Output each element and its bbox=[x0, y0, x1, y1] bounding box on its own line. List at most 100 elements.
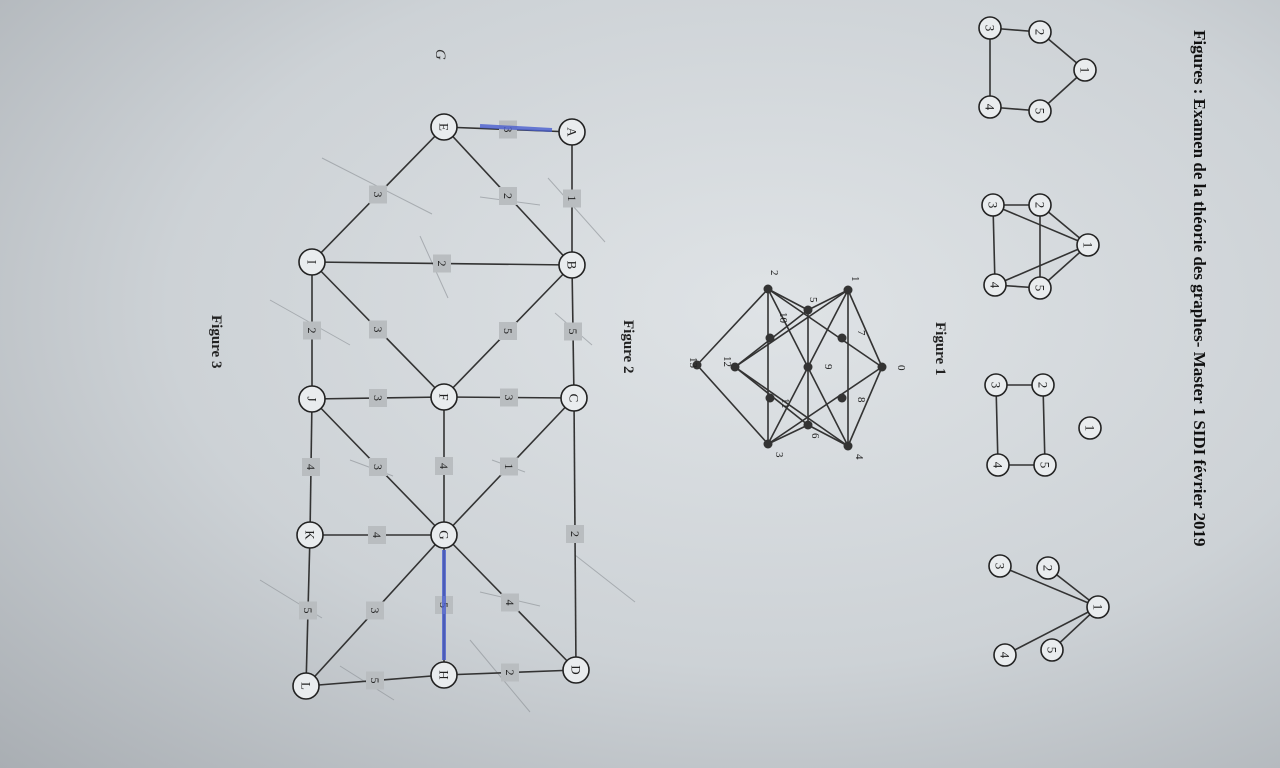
fig2-node-6 bbox=[803, 420, 813, 430]
svg-text:5: 5 bbox=[368, 678, 382, 684]
svg-text:5: 5 bbox=[1033, 285, 1048, 292]
svg-text:2: 2 bbox=[503, 670, 517, 676]
fig1c-node-5: 5 bbox=[1033, 453, 1057, 477]
fig3-weight-C-F: 3 bbox=[500, 388, 518, 407]
fig3-node-K: K bbox=[296, 521, 324, 549]
fig3-node-C: C bbox=[560, 384, 588, 412]
svg-text:3: 3 bbox=[371, 192, 385, 198]
svg-text:2: 2 bbox=[568, 531, 582, 537]
fig2-node-2 bbox=[763, 284, 773, 294]
fig3-weight-E-I: 3 bbox=[369, 185, 387, 204]
fig3-node-F: F bbox=[430, 383, 458, 411]
figure1-graph-a: 1 2 3 4 5 bbox=[978, 16, 1097, 123]
svg-text:1: 1 bbox=[1078, 67, 1093, 74]
fig1d-node-2: 2 bbox=[1036, 556, 1060, 580]
svg-text:J: J bbox=[305, 396, 320, 401]
fig3-node-G: G bbox=[430, 521, 458, 549]
svg-text:1: 1 bbox=[565, 196, 579, 202]
svg-text:E: E bbox=[437, 123, 452, 131]
fig2-node-5 bbox=[803, 305, 813, 315]
fig3-weight-B-E: 2 bbox=[499, 187, 517, 205]
svg-text:3: 3 bbox=[371, 327, 385, 333]
svg-text:5: 5 bbox=[301, 608, 315, 614]
fig2-node-4 bbox=[843, 441, 853, 451]
figure1: 1 2 3 4 5 1 2 3 4 5 1 bbox=[932, 16, 1110, 667]
fig3-node-B: B bbox=[558, 251, 586, 279]
fig1b-node-4: 4 bbox=[983, 273, 1007, 297]
figure1-graph-c: 1 2 3 4 5 bbox=[984, 373, 1102, 477]
fig2-label-11: 11 bbox=[779, 398, 791, 409]
fig2-node-9 bbox=[803, 362, 813, 372]
page-title: Figures : Examen de la théorie des graph… bbox=[1190, 30, 1209, 547]
figure2-caption: Figure 2 bbox=[620, 320, 636, 373]
svg-text:2: 2 bbox=[1036, 382, 1051, 389]
svg-text:2: 2 bbox=[1041, 565, 1056, 572]
fig3-weight-B-F: 5 bbox=[499, 322, 517, 340]
svg-text:F: F bbox=[437, 393, 452, 400]
svg-text:A: A bbox=[565, 127, 580, 137]
svg-text:4: 4 bbox=[437, 463, 451, 469]
fig3-weight-D-H: 2 bbox=[501, 663, 519, 682]
fig3-weight-K-G: 4 bbox=[368, 526, 386, 544]
fig2-node-1 bbox=[843, 285, 853, 295]
fig3-node-A: A bbox=[558, 118, 586, 146]
fig2-label-5: 5 bbox=[807, 297, 819, 303]
fig2-node-0 bbox=[877, 362, 887, 372]
fig1a-node-5: 5 bbox=[1028, 99, 1052, 123]
fig2-label-8: 8 bbox=[855, 397, 867, 403]
fig1d-node-4: 4 bbox=[993, 643, 1017, 667]
svg-text:3: 3 bbox=[368, 608, 382, 614]
figure3-nodes: A B C D E F G H I J K L bbox=[292, 113, 590, 700]
svg-text:2: 2 bbox=[305, 328, 319, 334]
fig2-label-0: 0 bbox=[895, 365, 907, 371]
svg-text:2: 2 bbox=[435, 261, 449, 267]
fig3-weight-B-I: 2 bbox=[433, 254, 451, 273]
fig3-weight-F-J: 3 bbox=[369, 389, 387, 407]
fig3-weight-C-G: 1 bbox=[500, 457, 518, 476]
svg-text:2: 2 bbox=[501, 193, 515, 199]
figure1-graph-b: 1 2 3 4 5 bbox=[981, 193, 1100, 300]
figure3-caption: Figure 3 bbox=[208, 315, 224, 368]
svg-text:L: L bbox=[299, 682, 314, 690]
fig3-weight-B-C: 5 bbox=[564, 322, 582, 341]
svg-text:5: 5 bbox=[1045, 647, 1060, 654]
fig2-label-3: 3 bbox=[773, 452, 785, 458]
fig3-node-E: E bbox=[430, 113, 458, 141]
fig2-node-8 bbox=[837, 393, 847, 403]
svg-text:5: 5 bbox=[501, 328, 515, 334]
fig2-label-4: 4 bbox=[853, 454, 865, 460]
fig2-node-11 bbox=[765, 393, 775, 403]
fig2-label-6: 6 bbox=[809, 433, 821, 439]
fig2-node-12 bbox=[730, 362, 740, 372]
svg-text:3: 3 bbox=[993, 563, 1008, 570]
figure1-graph-d: 1 2 3 4 5 bbox=[988, 554, 1110, 667]
fig3-node-J: J bbox=[298, 385, 326, 413]
fig3-weight-J-K: 4 bbox=[302, 458, 320, 476]
svg-text:5: 5 bbox=[1038, 462, 1053, 469]
fig1b-node-3: 3 bbox=[981, 193, 1005, 217]
svg-text:3: 3 bbox=[986, 202, 1001, 209]
fig1c-node-3: 3 bbox=[984, 373, 1008, 397]
svg-text:3: 3 bbox=[989, 382, 1004, 389]
fig3-node-I: I bbox=[298, 248, 326, 276]
svg-text:4: 4 bbox=[304, 464, 318, 470]
fig3-node-L: L bbox=[292, 672, 320, 700]
svg-text:4: 4 bbox=[998, 652, 1013, 659]
fig3-node-H: H bbox=[430, 661, 458, 689]
fig2-label-1: 1 bbox=[849, 276, 861, 282]
svg-text:2: 2 bbox=[1033, 202, 1048, 209]
fig1d-node-1: 1 bbox=[1086, 595, 1110, 619]
fig3-weight-I-F: 3 bbox=[369, 320, 387, 339]
svg-text:1: 1 bbox=[1083, 425, 1098, 432]
fig1d-node-3: 3 bbox=[988, 554, 1012, 578]
svg-text:3: 3 bbox=[983, 25, 998, 32]
fig1b-node-1: 1 bbox=[1076, 233, 1100, 257]
fig3-weight-G-L: 3 bbox=[366, 601, 384, 620]
fig2-label-12: 12 bbox=[721, 356, 733, 367]
svg-text:4: 4 bbox=[503, 600, 517, 606]
svg-text:C: C bbox=[567, 394, 582, 403]
fig3-weight-G-D: 4 bbox=[501, 593, 519, 612]
svg-text:K: K bbox=[303, 530, 318, 540]
fig1a-node-1: 1 bbox=[1073, 58, 1097, 82]
